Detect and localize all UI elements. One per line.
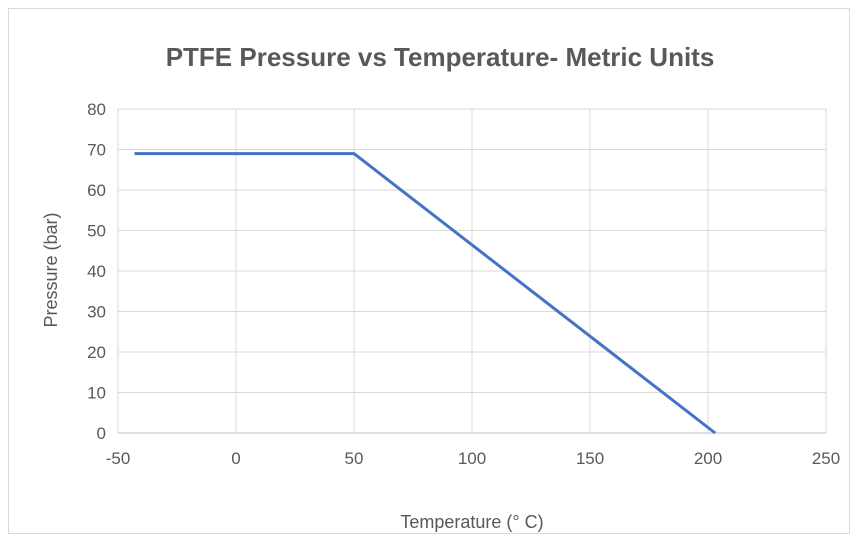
x-tick-label: 100	[458, 449, 486, 468]
y-tick-label: 20	[87, 343, 106, 362]
y-tick-label: 30	[87, 303, 106, 322]
y-tick-label: 10	[87, 384, 106, 403]
series-line	[134, 152, 717, 435]
x-tick-label: 0	[231, 449, 240, 468]
x-axis-title: Temperature (° C)	[400, 512, 543, 532]
y-tick-label: 70	[87, 141, 106, 160]
x-tick-label: 200	[694, 449, 722, 468]
y-tick-label: 60	[87, 181, 106, 200]
y-axis-title: Pressure (bar)	[41, 212, 61, 327]
x-axis-ticks: -50 0 50 100 150 200 250	[106, 449, 840, 468]
y-tick-label: 0	[97, 424, 106, 443]
x-tick-label: 50	[345, 449, 364, 468]
gridlines	[117, 108, 827, 434]
chart-title: PTFE Pressure vs Temperature- Metric Uni…	[166, 42, 715, 72]
x-tick-label: 250	[812, 449, 840, 468]
x-tick-label: 150	[576, 449, 604, 468]
y-tick-label: 50	[87, 222, 106, 241]
x-tick-label: -50	[106, 449, 131, 468]
y-axis-ticks: 0 10 20 30 40 50 60 70 80	[87, 100, 106, 443]
y-tick-label: 40	[87, 262, 106, 281]
series-layer	[134, 152, 717, 435]
y-tick-label: 80	[87, 100, 106, 119]
